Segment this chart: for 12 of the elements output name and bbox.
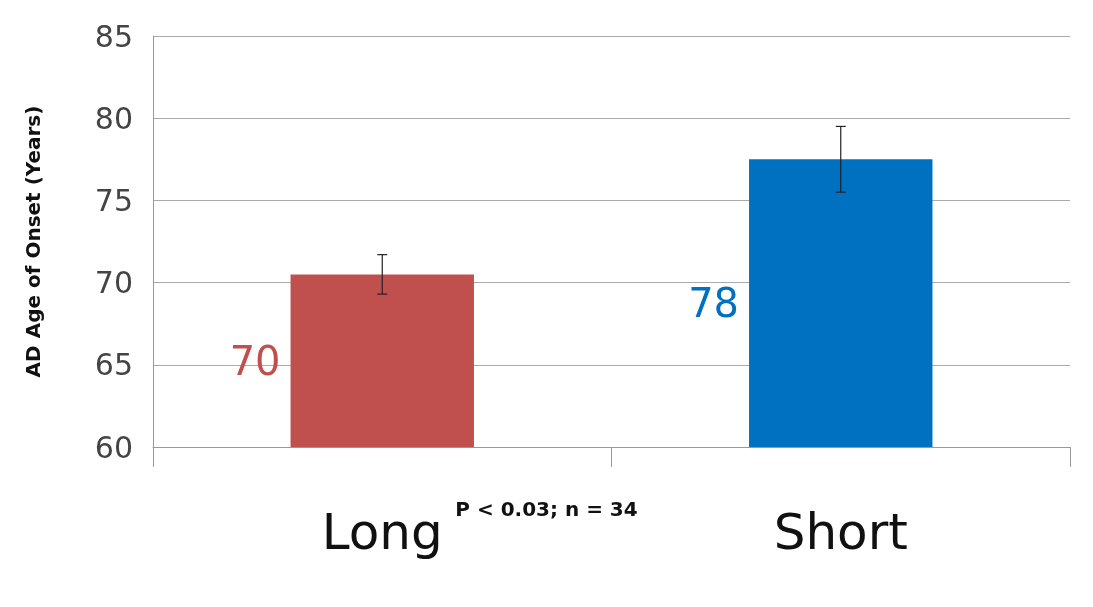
data-label: 70: [229, 337, 281, 384]
y-tick-label: 60: [94, 429, 133, 465]
y-tick-label: 75: [94, 182, 133, 218]
y-tick-label: 70: [94, 265, 133, 301]
y-tick-label: 65: [94, 347, 133, 383]
data-label: 78: [688, 280, 740, 327]
y-axis-title: AD Age of Onset (Years): [21, 105, 45, 378]
x-tick-label: Long: [321, 503, 443, 561]
y-tick-label: 80: [94, 100, 133, 136]
text: P < 0.03; n = 34: [455, 497, 638, 521]
x-tick-label: Short: [773, 503, 908, 561]
y-tick-label: 85: [94, 18, 133, 54]
